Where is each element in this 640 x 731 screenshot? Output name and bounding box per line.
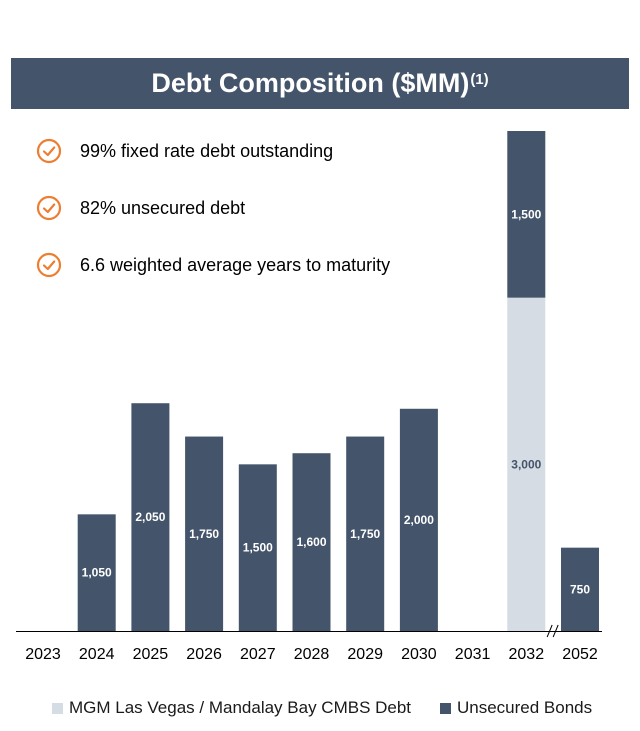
legend-item-bonds: Unsecured Bonds [440,698,592,718]
x-tick-label-2030: 2030 [401,646,437,663]
highlight-text: 82% unsecured debt [80,197,246,218]
highlight-text: 99% fixed rate debt outstanding [80,140,334,161]
data-label-2024-series-1: 1,050 [82,566,112,580]
bar-2032-series-0 [507,297,546,631]
x-tick-label-2032: 2032 [509,646,545,663]
highlight-item: 82% unsecured debt [36,193,390,223]
data-label-2027-series-1: 1,500 [243,541,273,555]
x-tick-label-2029: 2029 [347,646,383,663]
bar-2027-series-1 [238,464,277,631]
bar-2029-series-1 [346,436,385,631]
check-circle-icon [36,252,62,278]
check-circle-icon [36,195,62,221]
bar-2030-series-1 [399,408,438,631]
bar-2025-series-1 [131,403,170,631]
highlights-list: 99% fixed rate debt outstanding 82% unse… [36,136,390,307]
legend-swatch-bonds [440,702,451,714]
chart-title: Debt Composition ($MM) [151,68,470,98]
bar-2024-series-1 [77,514,116,631]
legend-label-cmbs: MGM Las Vegas / Mandalay Bay CMBS Debt [69,698,412,717]
highlight-item: 99% fixed rate debt outstanding [36,136,390,166]
data-label-2028-series-1: 1,600 [296,535,326,549]
x-tick-label-2027: 2027 [240,646,276,663]
highlight-item: 6.6 weighted average years to maturity [36,250,390,280]
title-footnote: (1) [470,71,489,88]
axis-break-mark [552,624,559,638]
x-tick-label-2031: 2031 [455,646,491,663]
legend-swatch-cmbs [52,702,63,714]
x-tick-label-2026: 2026 [186,646,222,663]
x-tick-label-2028: 2028 [294,646,330,663]
chart-title-bar: Debt Composition ($MM) (1) [11,58,629,109]
data-label-2030-series-1: 2,000 [404,513,434,527]
bar-2026-series-1 [185,436,224,631]
data-label-2032-series-0: 3,000 [511,457,541,471]
data-label-2052-series-1: 750 [570,582,590,596]
highlight-text: 6.6 weighted average years to maturity [80,254,391,275]
data-label-2029-series-1: 1,750 [350,527,380,541]
bar-2032-series-1 [507,131,546,298]
x-tick-label-2023: 2023 [25,646,61,663]
x-tick-label-2024: 2024 [79,646,115,663]
check-circle-icon [36,138,62,164]
data-label-2026-series-1: 1,750 [189,527,219,541]
data-label-2025-series-1: 2,050 [135,510,165,524]
legend-item-cmbs: MGM Las Vegas / Mandalay Bay CMBS Debt [52,698,411,718]
bar-2028-series-1 [292,453,331,631]
axis-break-mark [546,624,553,638]
bar-2052-series-1 [561,547,599,631]
x-tick-label-2025: 2025 [133,646,169,663]
legend-label-bonds: Unsecured Bonds [457,698,593,717]
x-tick-label-2052: 2052 [562,646,598,663]
data-label-2032-series-1: 1,500 [511,207,541,221]
chart-legend: MGM Las Vegas / Mandalay Bay CMBS Debt U… [0,698,640,720]
